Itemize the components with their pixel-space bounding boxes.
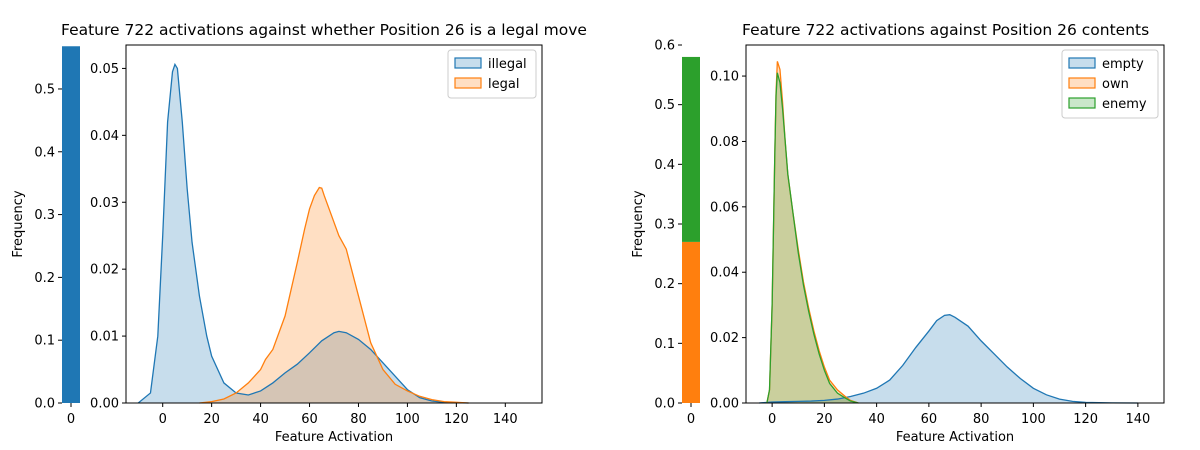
xtick-label: 80 [973,412,990,427]
marginal-bar-own [682,241,700,403]
legend-label-illegal: illegal [488,57,527,72]
marginal-ytick-label: 0.0 [34,397,55,412]
ytick-label: 0.05 [90,62,119,77]
marginal-ytick-label: 0.5 [654,98,675,113]
marginal-xtick-label: 0 [67,412,75,427]
ytick-label: 0.02 [710,331,739,346]
marginal-bar-illegal [62,46,80,404]
marginal-ytick-label: 0.6 [654,39,675,54]
chart-title: Feature 722 activations against Position… [742,21,1149,39]
marginal-ytick-label: 0.4 [654,158,675,173]
legend-label-own: own [1102,77,1129,92]
marginal-ytick-label: 0.2 [654,277,675,292]
xtick-label: 140 [1125,412,1150,427]
xtick-label: 80 [350,412,367,427]
ytick-label: 0.02 [90,263,119,278]
plot-frame [745,44,1165,404]
marginal-ytick-label: 0.3 [654,218,675,233]
xtick-label: 100 [1021,412,1046,427]
marginal-ytick-label: 0.3 [34,208,55,223]
ytick-label: 0.08 [710,135,739,150]
ytick-label: 0.01 [90,330,119,345]
ytick-label: 0.00 [90,397,119,412]
y-axis-label: Frequency [631,190,646,257]
xtick-label: 60 [301,412,318,427]
ytick-label: 0.10 [710,70,739,85]
series-area-enemy [766,72,859,403]
plot-frame [125,44,543,404]
marginal-ytick-label: 0.0 [654,397,675,412]
xtick-label: 140 [493,412,518,427]
series-area-legal [199,187,469,403]
legend-swatch-own [1068,77,1096,89]
xtick-label: 40 [868,412,885,427]
ytick-label: 0.04 [710,266,739,281]
legend-label-legal: legal [488,77,519,92]
xtick-label: 120 [444,412,469,427]
ytick-label: 0.03 [90,196,119,211]
marginal-ytick-label: 0.1 [654,337,675,352]
series-area-illegal [138,64,469,403]
marginal-ytick-label: 0.1 [34,334,55,349]
marginal-ytick-label: 0.4 [34,145,55,160]
y-axis-label: Frequency [11,190,26,257]
legend-swatch-illegal [454,57,482,69]
series-area-own [766,61,859,403]
series-area-empty [759,314,1138,403]
xtick-label: 60 [921,412,938,427]
ytick-label: 0.04 [90,129,119,144]
ytick-label: 0.06 [710,200,739,215]
legend-box [447,49,537,99]
marginal-xtick-label: 0 [687,412,695,427]
series-line-empty [759,314,1138,404]
marginal-bar-enemy [682,56,700,242]
legend-label-enemy: enemy [1102,97,1147,112]
legend-swatch-enemy [1068,97,1096,109]
marginal-ytick-label: 0.5 [34,82,55,97]
series-line-illegal [137,62,469,404]
legend-swatch-legal [454,77,482,89]
x-axis-label: Feature Activation [275,430,393,445]
xtick-label: 0 [159,412,167,427]
xtick-label: 40 [252,412,269,427]
xtick-label: 120 [1073,412,1098,427]
xtick-label: 0 [768,412,776,427]
marginal-ytick-label: 0.2 [34,271,55,286]
x-axis-label: Feature Activation [896,430,1014,445]
xtick-label: 100 [395,412,420,427]
ytick-label: 0.00 [710,397,739,412]
legend-swatch-empty [1068,57,1096,69]
chart-title: Feature 722 activations against whether … [61,21,587,39]
legend-label-empty: empty [1102,57,1144,72]
series-line-enemy [766,72,859,404]
xtick-label: 20 [203,412,220,427]
series-line-legal [199,186,469,404]
xtick-label: 20 [816,412,833,427]
legend-box [1061,49,1159,119]
